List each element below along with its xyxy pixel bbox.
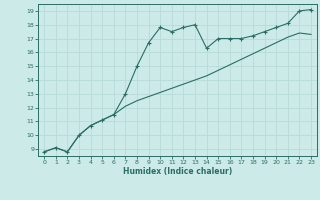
X-axis label: Humidex (Indice chaleur): Humidex (Indice chaleur) [123,167,232,176]
